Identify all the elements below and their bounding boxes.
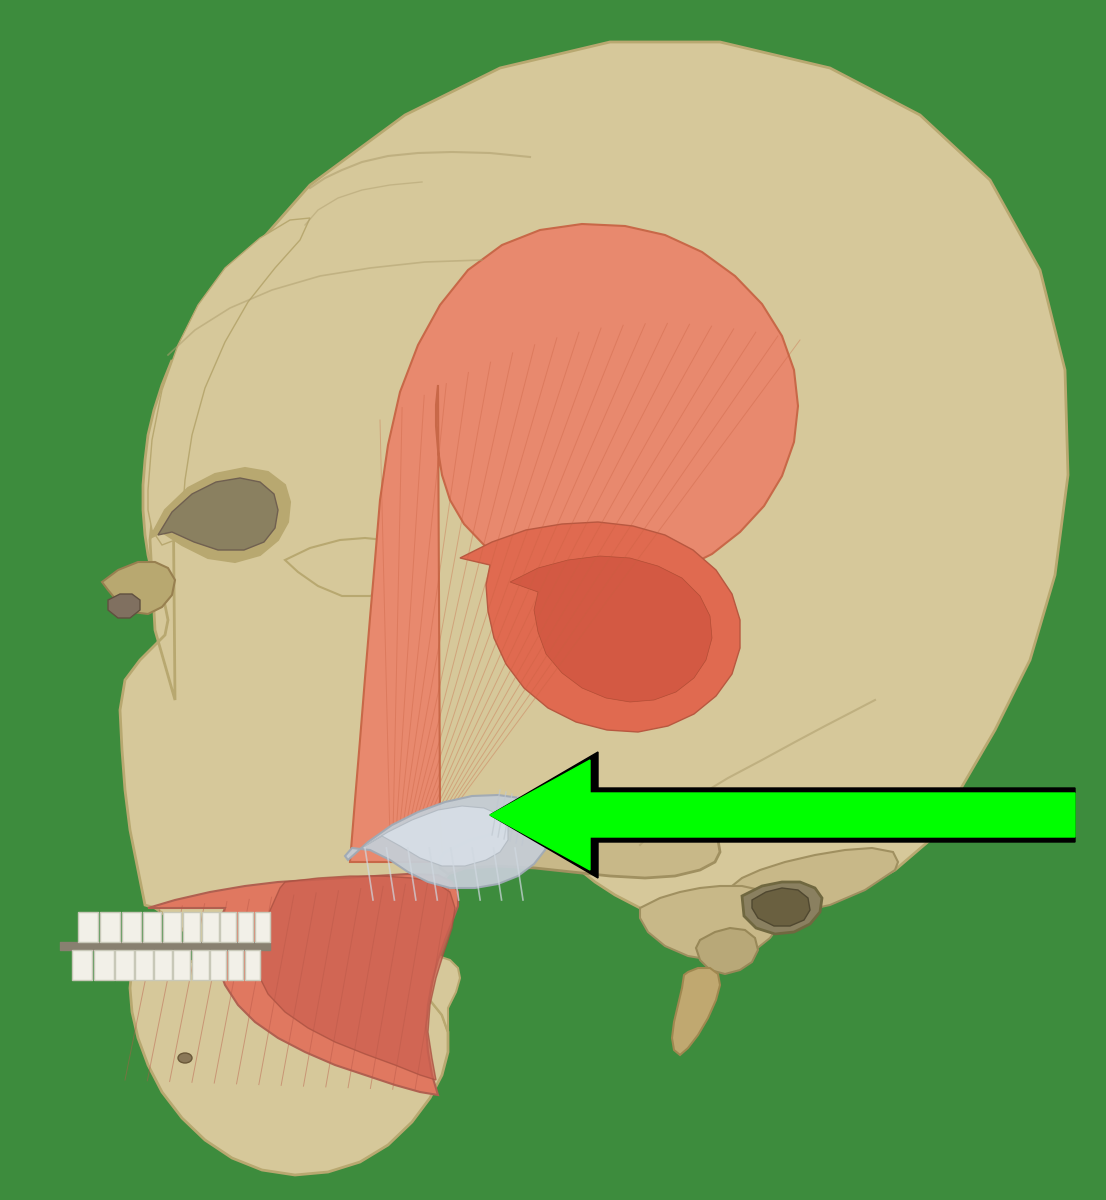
Polygon shape bbox=[210, 950, 226, 980]
Polygon shape bbox=[238, 912, 253, 942]
Polygon shape bbox=[102, 562, 175, 614]
Polygon shape bbox=[150, 468, 290, 562]
Polygon shape bbox=[182, 912, 200, 942]
Polygon shape bbox=[672, 968, 720, 1055]
Polygon shape bbox=[742, 882, 822, 934]
Polygon shape bbox=[255, 876, 455, 1080]
Polygon shape bbox=[752, 888, 810, 926]
Polygon shape bbox=[119, 42, 1068, 1020]
Polygon shape bbox=[696, 928, 758, 974]
FancyArrow shape bbox=[490, 752, 1075, 878]
Polygon shape bbox=[72, 950, 92, 980]
Polygon shape bbox=[94, 950, 114, 980]
Polygon shape bbox=[345, 794, 550, 888]
Polygon shape bbox=[365, 806, 508, 866]
Polygon shape bbox=[440, 820, 720, 878]
Polygon shape bbox=[148, 874, 458, 1094]
FancyArrow shape bbox=[490, 760, 1075, 870]
Polygon shape bbox=[285, 538, 408, 596]
Ellipse shape bbox=[178, 1054, 192, 1063]
Polygon shape bbox=[143, 912, 161, 942]
Polygon shape bbox=[202, 912, 219, 942]
Polygon shape bbox=[148, 218, 310, 545]
Polygon shape bbox=[158, 478, 278, 550]
Polygon shape bbox=[100, 912, 119, 942]
Polygon shape bbox=[228, 950, 243, 980]
Polygon shape bbox=[510, 556, 712, 702]
Polygon shape bbox=[154, 950, 173, 980]
Polygon shape bbox=[135, 950, 153, 980]
Polygon shape bbox=[349, 224, 799, 862]
Polygon shape bbox=[173, 950, 190, 980]
Polygon shape bbox=[640, 886, 782, 960]
Polygon shape bbox=[108, 594, 140, 618]
Polygon shape bbox=[255, 912, 270, 942]
Polygon shape bbox=[115, 950, 134, 980]
Polygon shape bbox=[220, 912, 236, 942]
Polygon shape bbox=[192, 950, 209, 980]
Polygon shape bbox=[358, 955, 460, 1032]
Polygon shape bbox=[732, 848, 898, 912]
Polygon shape bbox=[246, 950, 260, 980]
Polygon shape bbox=[131, 955, 448, 1175]
Polygon shape bbox=[79, 912, 98, 942]
Polygon shape bbox=[460, 522, 740, 732]
Polygon shape bbox=[122, 912, 140, 942]
Polygon shape bbox=[163, 912, 181, 942]
